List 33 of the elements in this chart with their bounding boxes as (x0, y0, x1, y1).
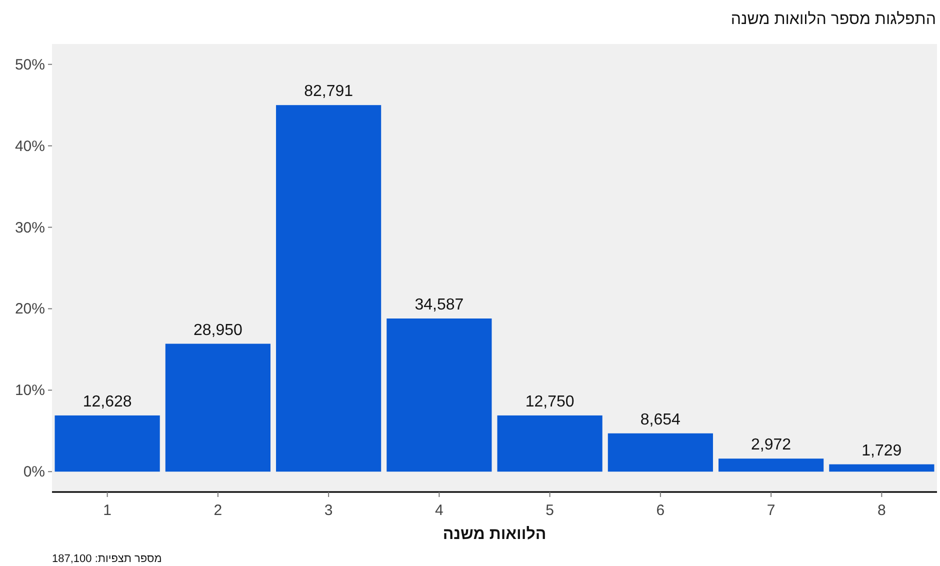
x-tick-label: 1 (103, 502, 112, 519)
bar (386, 318, 492, 472)
x-tick-label: 4 (435, 502, 444, 519)
annotation: 82,791 (304, 83, 354, 100)
x-tick-label: 2 (214, 502, 222, 519)
chart-title: התפלגות מספר הלוואות משנה (730, 10, 936, 28)
bar (718, 458, 824, 472)
bar (608, 433, 713, 472)
bar (276, 105, 382, 472)
x-tick-label: 6 (656, 502, 665, 519)
annotation: 2,972 (751, 436, 792, 454)
x-tick-label: 8 (878, 502, 886, 519)
x-axis-title: הלוואות משנה (442, 525, 546, 543)
annotation: 12,628 (82, 393, 132, 410)
x-tick-label: 5 (546, 502, 554, 519)
annotation: 12,750 (525, 393, 574, 410)
annotation: 8,654 (640, 411, 681, 428)
y-tick-label: 50% (14, 56, 45, 74)
bar (497, 415, 602, 472)
y-tick-label: 40% (14, 138, 45, 155)
x-tick-label: 3 (324, 502, 333, 519)
annotation: 1,729 (862, 442, 902, 460)
y-tick-label: 20% (14, 300, 45, 318)
bar (165, 344, 270, 472)
x-tick-label: 7 (766, 502, 776, 519)
y-tick-label: 30% (14, 219, 45, 236)
bar (54, 415, 160, 472)
y-tick-label: 0% (23, 464, 45, 481)
text: מספר תצפיות: 187,100 (52, 553, 162, 565)
bar (829, 464, 934, 472)
annotation: 34,587 (414, 296, 464, 314)
y-tick-label: 10% (14, 382, 45, 400)
annotation: 28,950 (193, 322, 243, 339)
